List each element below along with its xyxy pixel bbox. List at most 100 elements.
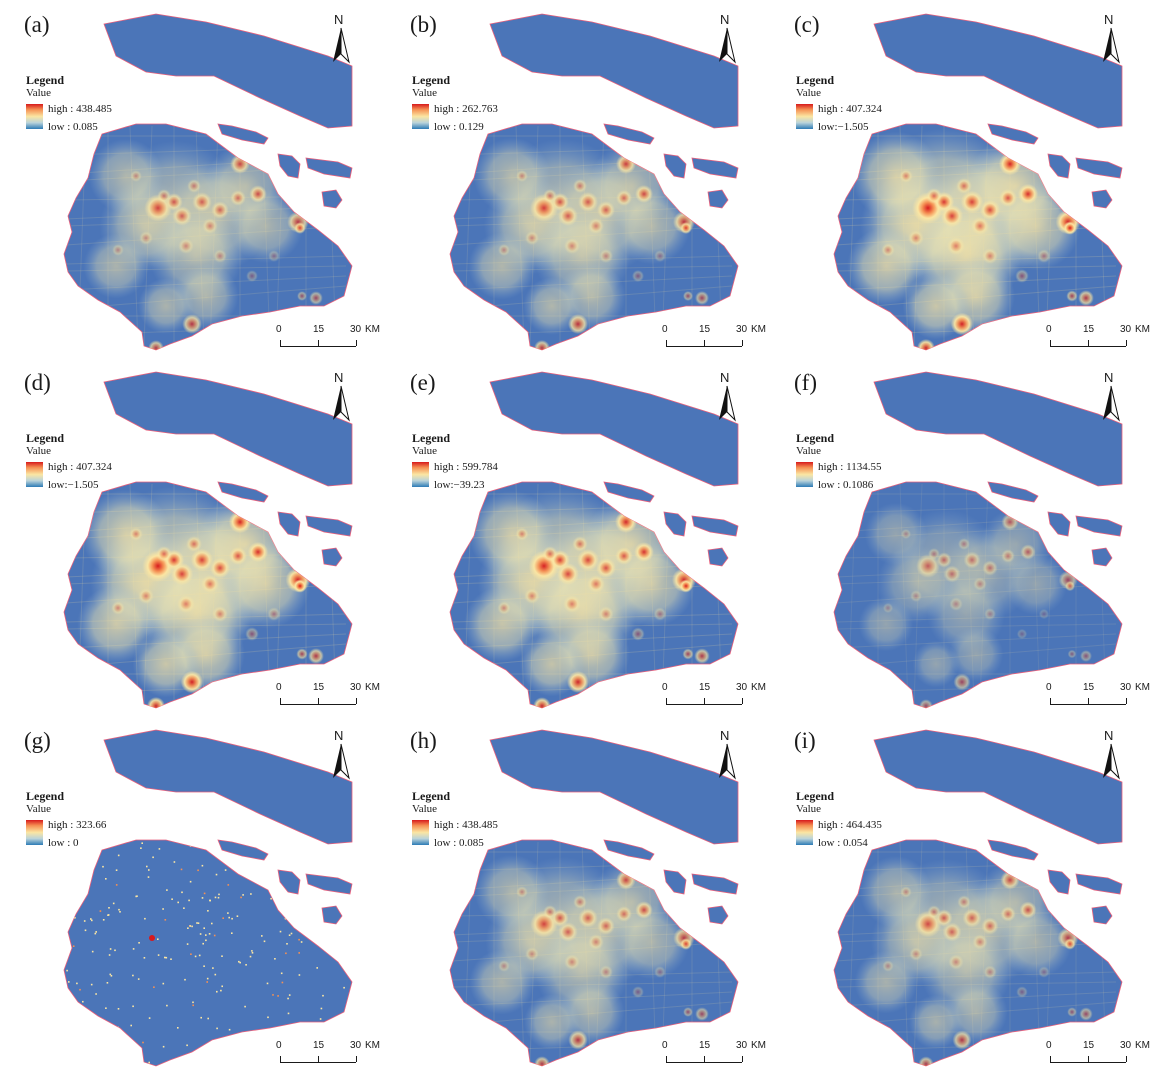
- hotspot: [694, 648, 710, 664]
- speckle: [298, 938, 300, 941]
- scale-tick-label: 0: [276, 682, 282, 693]
- north-label: N: [720, 12, 730, 27]
- scale-line: [280, 346, 356, 347]
- hengsha-island: [1047, 869, 1071, 895]
- speckle: [173, 861, 176, 863]
- hotspot: [599, 249, 613, 263]
- hotspot: [634, 542, 654, 562]
- hotspot: [497, 601, 511, 615]
- urban-density-blob: [948, 626, 1004, 682]
- hotspot: [308, 648, 324, 664]
- speckle: [272, 994, 274, 996]
- scale-tick: [704, 1056, 705, 1062]
- speckle: [166, 889, 168, 891]
- speckle: [266, 982, 269, 985]
- speckle: [191, 925, 193, 928]
- scale-tick-label: 30: [1120, 682, 1132, 693]
- hotspot: [919, 699, 933, 708]
- north-arrow-icon: [719, 27, 736, 64]
- hotspot: [1016, 628, 1028, 640]
- road-line: [209, 125, 219, 347]
- road-line: [451, 275, 733, 291]
- hotspot: [1001, 513, 1019, 531]
- speckle: [164, 919, 167, 921]
- hotspot: [635, 901, 653, 919]
- hotspot: [213, 249, 227, 263]
- hotspot: [918, 1056, 934, 1066]
- speckle: [91, 950, 94, 953]
- speckle: [222, 917, 224, 919]
- hotspot: [309, 291, 323, 305]
- shanghai-heatmap: [63, 13, 353, 351]
- legend: Legend Value high : 323.66 low : 0: [26, 789, 216, 849]
- shanghai-heatmap: [63, 371, 353, 709]
- urban-density-blob: [912, 640, 960, 688]
- hotspot: [516, 170, 528, 182]
- road-line: [979, 841, 989, 1063]
- hotspot: [1015, 269, 1029, 283]
- hotspot: [632, 270, 644, 282]
- road-line: [451, 285, 733, 310]
- speckle: [287, 1012, 290, 1015]
- scale-line: [666, 346, 742, 347]
- speckle: [192, 1001, 194, 1004]
- map-panel-i: (i) N Legend Value high : 464.435 low : …: [776, 722, 1160, 1080]
- speckle: [250, 893, 252, 895]
- hotspot: [564, 954, 580, 970]
- scale-tick: [1050, 1056, 1051, 1062]
- heat-layer: [835, 483, 1117, 708]
- small-island: [1075, 157, 1123, 179]
- legend-subtitle: Value: [796, 445, 822, 457]
- legend-subtitle: Value: [796, 803, 822, 815]
- scale-tick-label: 30: [350, 682, 362, 693]
- north-arrow-icon: [1103, 385, 1120, 422]
- hotspot: [963, 551, 981, 569]
- hotspot: [568, 1030, 588, 1050]
- chongming-island: [873, 13, 1123, 129]
- speckle: [237, 1045, 239, 1047]
- legend-subtitle: Value: [412, 445, 438, 457]
- speckle: [87, 1035, 90, 1038]
- speckle: [210, 849, 212, 852]
- urban-density-blob: [858, 596, 914, 652]
- speckle: [274, 958, 276, 960]
- north-arrow-icon: [333, 27, 350, 64]
- hotspot: [631, 627, 645, 641]
- road-line: [899, 483, 909, 705]
- speckle: [186, 943, 189, 945]
- map-panel-g: (g) N Legend Value high : 323.66 low : 0…: [6, 722, 390, 1080]
- road-line: [65, 285, 347, 310]
- hotspot: [498, 244, 510, 256]
- speckle: [227, 884, 230, 886]
- speckle: [231, 917, 233, 920]
- map-panel-f: (f) N Legend Value high : 1134.55 low : …: [776, 364, 1160, 722]
- speckle: [110, 975, 113, 977]
- speckle: [102, 865, 104, 868]
- legend-color-ramp: [412, 820, 429, 845]
- legend-subtitle: Value: [412, 87, 438, 99]
- north-arrow-icon: [719, 743, 736, 780]
- north-label: N: [720, 728, 730, 743]
- hotspot: [1002, 96, 1013, 107]
- road-line: [965, 125, 975, 347]
- road-line: [451, 613, 733, 623]
- urban-density-blob: [909, 995, 963, 1049]
- panel-label: (f): [794, 370, 817, 395]
- scale-tick-label: 30: [350, 1040, 362, 1051]
- legend: Legend Value high : 599.784 low:−39.23: [412, 431, 602, 491]
- heat-layer: [451, 841, 733, 1066]
- hotspot: [953, 673, 971, 691]
- legend-title: Legend: [26, 789, 65, 803]
- road-line: [209, 483, 219, 705]
- hotspot: [900, 528, 912, 540]
- urban-density-blob: [88, 138, 164, 214]
- road-line: [65, 255, 347, 265]
- road-line: [595, 483, 605, 705]
- chongming-island: [489, 729, 739, 845]
- hengsha-island: [1047, 511, 1071, 537]
- road-line: [1097, 125, 1107, 347]
- hotspot: [182, 314, 202, 334]
- speckle: [109, 973, 112, 976]
- speckle: [190, 953, 192, 955]
- chongming-island: [103, 371, 353, 487]
